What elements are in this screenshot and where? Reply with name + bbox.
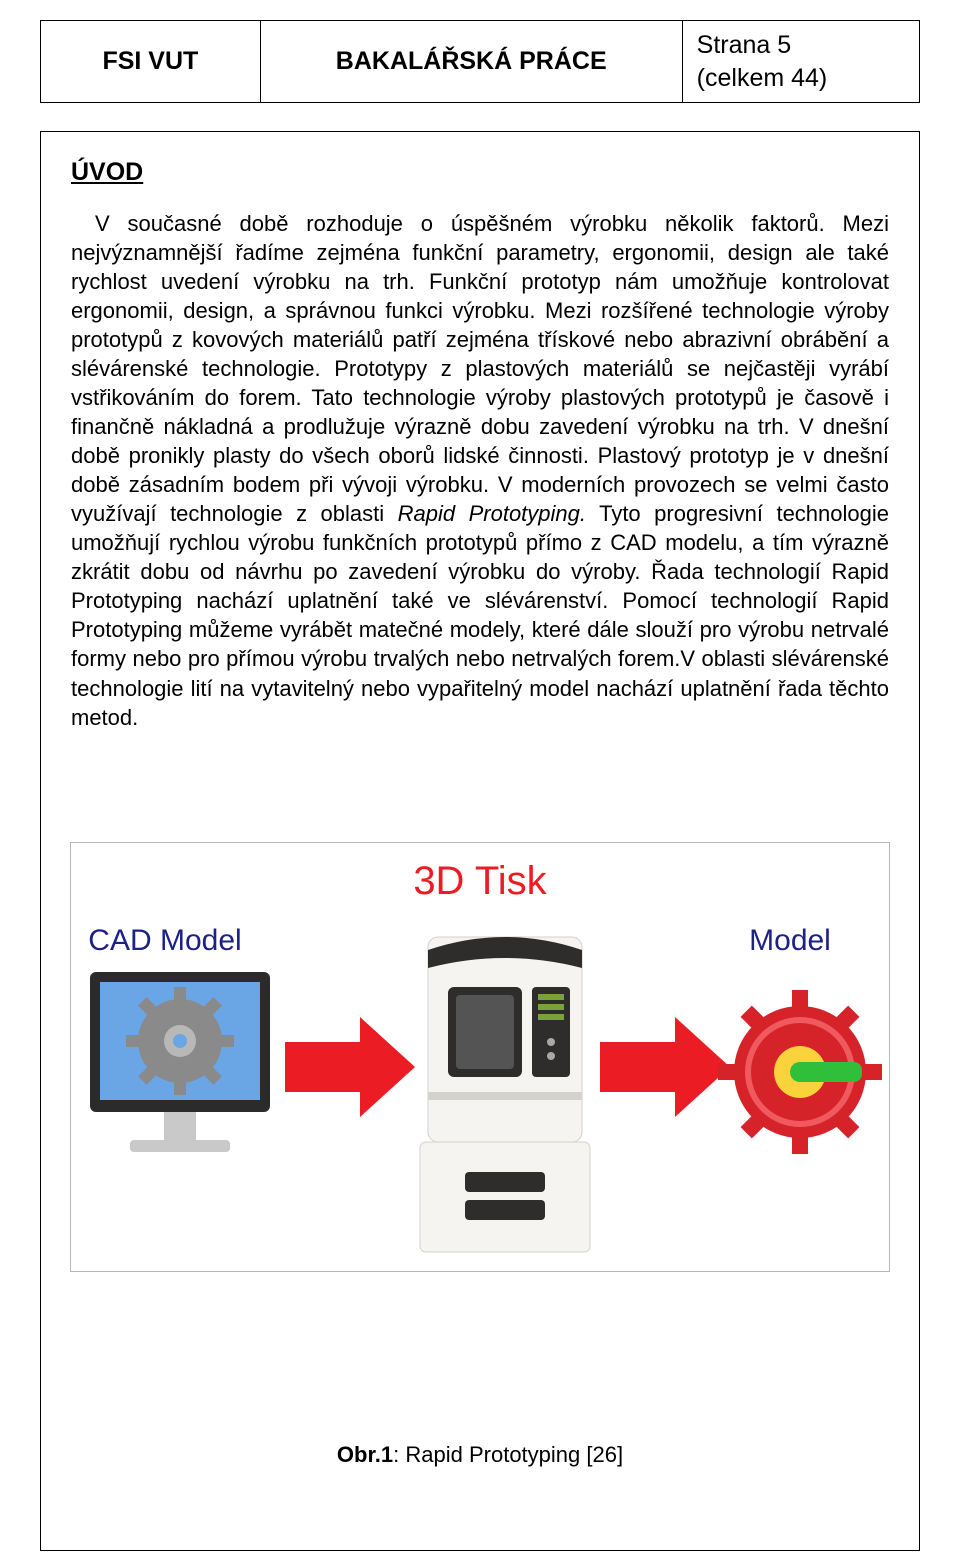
figure-title: 3D Tisk [413, 859, 547, 903]
printer-icon [420, 937, 590, 1252]
header-page-info: Strana 5 (celkem 44) [682, 21, 919, 103]
figure-left-label: CAD Model [88, 924, 241, 957]
caption-bold: Obr.1 [337, 1442, 393, 1467]
figure-right-label: Model [749, 924, 831, 957]
content-frame: ÚVOD V současné době rozhoduje o úspěšné… [40, 131, 920, 1551]
body-paragraph: V současné době rozhoduje o úspěšném výr… [71, 209, 889, 732]
header-institute: FSI VUT [41, 21, 261, 103]
header-page-number: Strana 5 [697, 29, 905, 62]
section-title: ÚVOD [71, 158, 889, 187]
header-page-total: (celkem 44) [697, 62, 905, 95]
header-title: BAKALÁŘSKÁ PRÁCE [260, 21, 682, 103]
figure-svg: 3D Tisk CAD Model Model [70, 842, 890, 1272]
page-header: FSI VUT BAKALÁŘSKÁ PRÁCE Strana 5 (celke… [40, 20, 920, 103]
caption-rest: : Rapid Prototyping [26] [393, 1442, 623, 1467]
figure-rapid-prototyping: 3D Tisk CAD Model Model [71, 842, 889, 1468]
figure-caption: Obr.1: Rapid Prototyping [26] [337, 1442, 623, 1468]
